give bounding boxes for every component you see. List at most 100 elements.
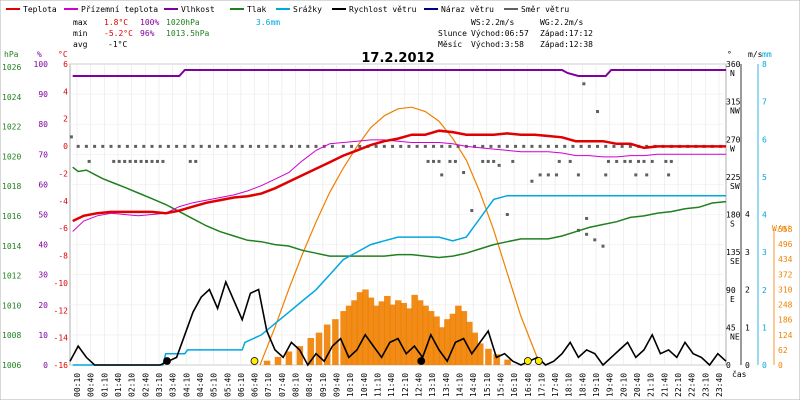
x-tick-label: 15:40 — [496, 373, 505, 397]
x-tick-label: 17:40 — [551, 373, 560, 397]
pct-tick-label: 70 — [38, 150, 48, 159]
wind-direction-point — [538, 144, 542, 148]
ms-tick-label: 4 — [745, 210, 750, 219]
wind-direction-point — [289, 144, 293, 148]
info-sunset: Západ:17:12 — [540, 29, 593, 38]
chart-title: 17.2.2012 — [361, 51, 434, 66]
wind-direction-point — [224, 144, 228, 148]
hpa-tick-label: 1014 — [2, 242, 21, 251]
info-moon-label: Měsíc — [438, 40, 462, 49]
solar-bar — [405, 308, 413, 365]
moon-marker — [163, 357, 171, 365]
wind-direction-point — [579, 144, 583, 148]
wind-direction-point — [604, 173, 608, 177]
wind-direction-point — [530, 144, 534, 148]
axis-hpa-label: hPa — [4, 50, 19, 59]
solar-bar — [340, 311, 347, 365]
stats-min-temp: -5.2°C — [104, 29, 133, 38]
x-tick-label: 23:40 — [715, 373, 724, 397]
c-tick-label: -16 — [54, 361, 69, 370]
x-tick-label: 14:40 — [469, 373, 478, 397]
wind-direction-point — [155, 159, 159, 163]
x-tick-label: 02:10 — [128, 373, 137, 397]
hpa-tick-label: 1018 — [2, 182, 21, 191]
x-tick-label: 17:10 — [537, 373, 546, 397]
mm-tick-label: 3 — [762, 248, 767, 257]
x-tick-label: 01:10 — [100, 373, 109, 397]
axis-deg-label: ° — [727, 50, 732, 59]
ms-tick-label: 0 — [745, 361, 750, 370]
plot-area — [69, 69, 727, 367]
dir-tick-label: S — [730, 220, 735, 229]
solar-bar — [504, 359, 511, 365]
hpa-tick-label: 1012 — [2, 272, 21, 281]
solar-bar — [307, 338, 315, 365]
moon-marker — [417, 357, 426, 365]
wind-direction-point — [546, 173, 550, 177]
wind-direction-point — [374, 144, 378, 148]
wind-direction-point — [112, 159, 116, 163]
deg-tick-label: 270 — [726, 135, 741, 144]
sun-marker — [523, 357, 532, 365]
pct-tick-label: 90 — [38, 90, 48, 99]
wind-direction-point — [150, 144, 154, 148]
solar-bar — [444, 319, 451, 365]
x-tick-label: 08:40 — [305, 373, 314, 397]
x-tick-label: 02:40 — [141, 373, 150, 397]
wind-direction-point — [546, 144, 550, 148]
wind-direction-point — [623, 159, 627, 163]
solar-bar — [384, 295, 391, 365]
mm-tick-label: 8 — [762, 60, 767, 69]
rain-line — [72, 194, 726, 366]
wind-direction-point — [432, 144, 436, 148]
c-tick-label: 2 — [63, 115, 68, 124]
solar-bar — [332, 319, 339, 365]
solar-line — [259, 106, 541, 366]
wind-direction-point — [637, 159, 641, 163]
solar-bar — [285, 351, 293, 365]
x-tick-label: 00:40 — [87, 373, 96, 397]
wind-direction-point — [128, 159, 132, 163]
wind-direction-point — [101, 144, 105, 148]
solar-bar — [389, 304, 397, 365]
mm-tick-label: 0 — [762, 361, 767, 370]
pct-tick-label: 0 — [43, 361, 48, 370]
deg-tick-label: 135 — [726, 248, 741, 257]
deg-tick-label: 90 — [726, 286, 736, 295]
deg-tick-label: 180 — [726, 211, 741, 220]
wind-direction-point — [273, 144, 277, 148]
wind-direction-point — [511, 159, 515, 163]
x-tick-label: 23:10 — [701, 373, 710, 397]
wm2-tick-label: 434 — [778, 255, 793, 264]
pct-tick-label: 50 — [38, 211, 48, 220]
wind-direction-point — [604, 144, 608, 148]
legend-label: Náraz větru — [441, 5, 494, 14]
wind-direction-point — [486, 159, 490, 163]
x-tick-label: 15:10 — [483, 373, 492, 397]
pct-tick-label: 30 — [38, 271, 48, 280]
wind-direction-point — [207, 144, 211, 148]
wind-direction-point — [473, 144, 477, 148]
wind-direction-point — [587, 144, 591, 148]
wind-direction-point — [489, 144, 493, 148]
x-tick-label: 18:10 — [565, 373, 574, 397]
solar-bar — [438, 327, 446, 365]
wind-direction-point — [437, 159, 441, 163]
x-tick-label: 20:10 — [619, 373, 628, 397]
x-tick-label: 04:40 — [196, 373, 205, 397]
dir-tick-label: NW — [730, 107, 740, 116]
wind-direction-point — [109, 144, 113, 148]
dir-tick-label: E — [730, 295, 735, 304]
stats-max-hum: 100% — [140, 18, 159, 27]
wind-direction-point — [330, 144, 334, 148]
axes: 00:10 00:40 01:10 01:40 02:10 02:40 03:10 03:40… — [2, 60, 793, 397]
wind-direction-point — [306, 144, 310, 148]
c-tick-label: 6 — [63, 60, 68, 69]
wind-direction-point — [188, 159, 192, 163]
sun-marker — [534, 357, 543, 365]
temperature-line — [72, 129, 726, 223]
solar-bar — [485, 348, 492, 365]
wind-direction-point — [426, 159, 430, 163]
stats-max-rain: 3.6mm — [256, 18, 280, 27]
x-tick-label: 16:40 — [524, 373, 533, 397]
